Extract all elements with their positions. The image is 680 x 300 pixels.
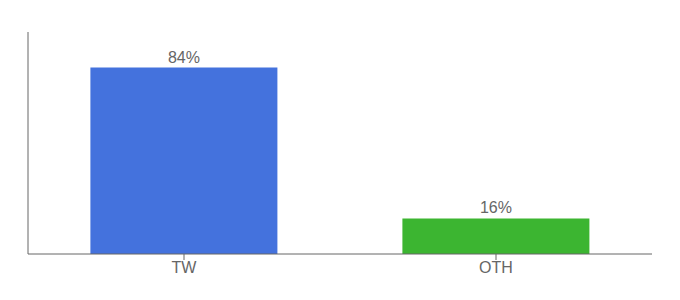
svg-text:16%: 16% — [480, 199, 512, 216]
svg-text:OTH: OTH — [479, 259, 513, 276]
svg-text:TW: TW — [172, 259, 198, 276]
svg-text:84%: 84% — [168, 49, 200, 66]
